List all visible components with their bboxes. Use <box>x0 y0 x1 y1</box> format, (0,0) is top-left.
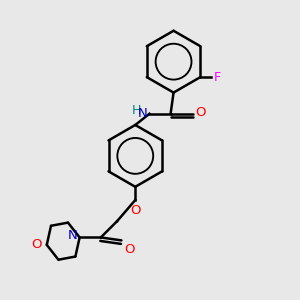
Text: N: N <box>138 107 148 120</box>
Text: O: O <box>130 205 140 218</box>
Text: O: O <box>124 243 134 256</box>
Text: N: N <box>68 230 77 242</box>
Text: O: O <box>31 238 41 251</box>
Text: H: H <box>132 104 142 117</box>
Text: O: O <box>196 106 206 119</box>
Text: F: F <box>213 70 220 84</box>
